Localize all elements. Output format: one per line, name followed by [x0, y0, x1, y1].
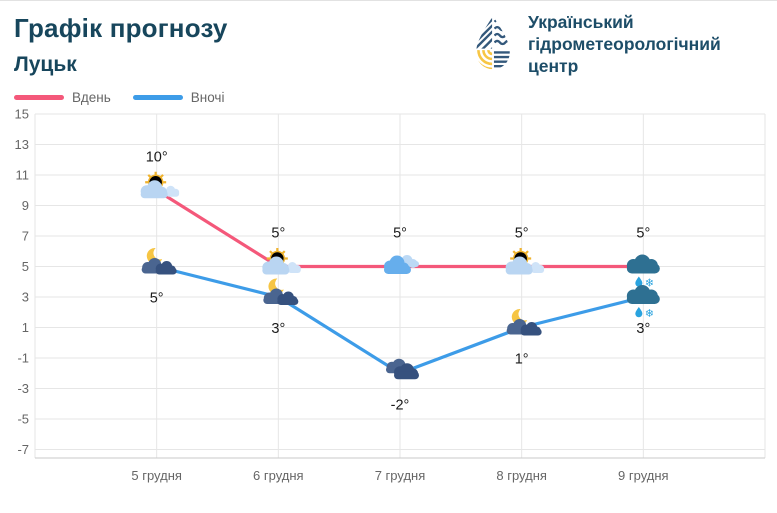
y-axis-label: 9 [22, 198, 29, 213]
day-series-swatch [14, 95, 64, 100]
y-axis-label: 5 [22, 259, 29, 274]
temp-label: 5° [393, 226, 407, 242]
org-name-line1: Український [528, 12, 634, 32]
moon-cloud-icon [141, 247, 177, 275]
city-subtitle: Луцьк [14, 53, 77, 76]
temp-label: 5° [271, 226, 285, 242]
legend-item-night[interactable]: Вночі [132, 90, 225, 105]
y-axis-label: 15 [15, 107, 29, 122]
moon-cloud-icon [263, 278, 299, 305]
x-axis-label: 8 грудня [496, 468, 547, 483]
sun-cloud-icon [504, 247, 545, 276]
legend-item-day[interactable]: Вдень [14, 90, 111, 105]
x-axis-label: 5 грудня [131, 468, 182, 483]
temp-label: 3° [636, 321, 650, 337]
temp-label: 5° [150, 291, 164, 307]
temp-label: 3° [271, 321, 285, 337]
temp-label: 10° [146, 149, 168, 165]
y-axis-label: -3 [17, 381, 29, 396]
chart-legend: Вдень Вночі [14, 90, 246, 105]
y-axis-label: 1 [22, 320, 29, 335]
clouds-day-icon [384, 255, 419, 274]
temp-label: 1° [515, 352, 529, 368]
x-axis-label: 7 грудня [375, 468, 426, 483]
y-axis-label: 7 [22, 229, 29, 244]
x-axis-label: 9 грудня [618, 468, 669, 483]
dark-cloud-icon [386, 358, 419, 380]
org-name-line2: гідрометеорологічний [528, 34, 721, 54]
temp-label: 5° [515, 226, 529, 242]
y-axis-label: 13 [15, 137, 29, 152]
page-title: Графік прогнозу [14, 13, 228, 43]
y-axis-label: -7 [17, 442, 29, 457]
legend-day-label: Вдень [72, 90, 111, 105]
y-axis-label: 11 [16, 168, 30, 183]
y-axis-label: 3 [22, 290, 29, 305]
y-axis-label: -5 [17, 412, 29, 427]
x-axis-label: 6 грудня [253, 468, 304, 483]
org-logo: Український гідрометеорологічний центр [470, 11, 721, 77]
night-series-swatch [132, 95, 183, 100]
legend-night-label: Вночі [190, 90, 225, 105]
y-axis-label: -1 [17, 351, 29, 366]
temp-label: 5° [636, 226, 650, 242]
sun-cloud-icon [139, 171, 180, 200]
water-drop-logo-icon [476, 15, 510, 70]
org-name-line3: центр [528, 56, 579, 76]
temp-label: -2° [391, 397, 410, 413]
org-name: Український гідрометеорологічний центр [528, 11, 721, 77]
